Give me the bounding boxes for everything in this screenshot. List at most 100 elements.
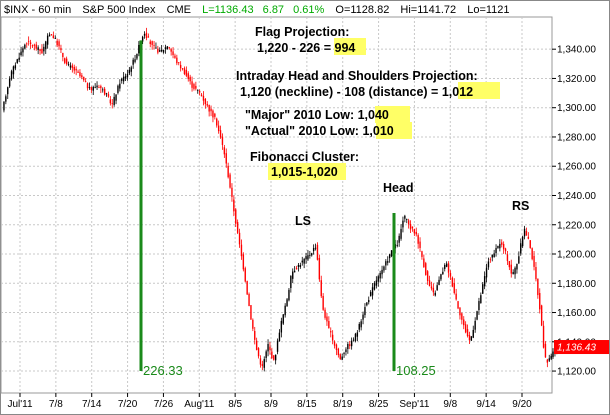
candle-body xyxy=(178,62,180,64)
candle-body xyxy=(339,354,341,359)
candle-body xyxy=(273,355,275,360)
flag-title: Flag Projection: xyxy=(255,25,349,39)
candle-body xyxy=(244,268,246,282)
candle-body xyxy=(320,280,322,297)
candle-body xyxy=(223,147,226,155)
candle-body xyxy=(84,81,87,83)
candle-body xyxy=(331,334,334,341)
candle-body xyxy=(501,242,503,245)
candle-body xyxy=(293,270,296,273)
candle-body xyxy=(43,46,45,52)
x-tick-label: Aug'11 xyxy=(184,399,215,410)
candle-body xyxy=(531,248,533,260)
candle-body xyxy=(375,280,378,286)
candle-body xyxy=(271,351,273,358)
actual-label: "Actual" 2010 Low: xyxy=(245,124,362,138)
header-change: 6.87 xyxy=(263,4,284,16)
candle-body xyxy=(521,236,524,247)
candle-body xyxy=(425,263,427,275)
candle-body xyxy=(52,35,55,39)
candle-body xyxy=(109,99,112,104)
candle-body xyxy=(516,263,518,270)
header-name: S&P 500 Index xyxy=(82,4,156,16)
candle-body xyxy=(235,209,237,224)
candle-body xyxy=(75,68,77,71)
candle-body xyxy=(463,319,465,326)
candle-body xyxy=(60,48,62,51)
major-value: 1,040 xyxy=(358,108,389,122)
candle-body xyxy=(457,301,459,309)
candle-body xyxy=(212,110,214,118)
candle-body xyxy=(552,351,554,357)
candle-body xyxy=(208,104,210,112)
candle-body xyxy=(409,224,412,230)
candle-body xyxy=(330,331,332,333)
candle-body xyxy=(7,87,9,95)
header-last: L=1136.43 xyxy=(202,4,254,16)
candle-body xyxy=(379,272,381,279)
candle-body xyxy=(421,251,423,257)
candle-body xyxy=(371,287,374,296)
candle-body xyxy=(286,299,288,307)
candle-body xyxy=(504,248,507,252)
candle-body xyxy=(373,283,376,290)
candle-body xyxy=(489,259,492,261)
x-tick-label: 8/15 xyxy=(297,399,317,410)
candle-body xyxy=(160,49,163,52)
candle-body xyxy=(54,38,56,40)
candle-body xyxy=(506,254,509,262)
measure-lines: 226.33 108.25 xyxy=(139,40,436,378)
candle-body xyxy=(3,101,5,111)
candle-body xyxy=(487,261,490,268)
candle-body xyxy=(86,83,89,89)
flag-calculation: 1,220 - 226 = 994 xyxy=(257,41,355,55)
candle-body xyxy=(62,52,64,58)
candle-body xyxy=(92,86,94,91)
y-tick-label: 1,200.00 xyxy=(557,250,596,261)
x-tick-label: 8/19 xyxy=(333,399,353,410)
candle-body xyxy=(39,49,41,52)
candle-body xyxy=(366,302,368,306)
candle-body xyxy=(388,254,391,259)
candle-body xyxy=(390,250,393,257)
candle-body xyxy=(267,344,269,352)
candle-body xyxy=(497,246,499,248)
candle-body xyxy=(105,93,108,95)
candle-body xyxy=(311,253,313,256)
candle-body xyxy=(328,321,330,329)
candle-body xyxy=(499,243,501,249)
candle-body xyxy=(385,261,387,266)
candle-body xyxy=(350,340,353,347)
candle-body xyxy=(449,272,452,277)
candle-body xyxy=(24,44,26,49)
candle-body xyxy=(155,47,157,49)
candle-body xyxy=(544,343,547,358)
annotation-highlights xyxy=(268,38,500,180)
candle-body xyxy=(508,261,511,268)
candle-body xyxy=(141,36,144,42)
candle-body xyxy=(360,321,362,328)
candle-body xyxy=(191,81,193,88)
candle-body xyxy=(64,58,66,63)
candle-body xyxy=(77,71,79,73)
candle-body xyxy=(434,292,436,296)
candle-body xyxy=(387,261,389,263)
candle-body xyxy=(280,320,283,333)
candle-body xyxy=(200,94,203,97)
candle-body xyxy=(229,174,231,188)
candle-body xyxy=(206,104,208,106)
candle-body xyxy=(502,243,505,250)
x-tick-label: 9/14 xyxy=(476,399,496,410)
candle-body xyxy=(546,359,549,363)
candle-body xyxy=(455,293,457,300)
y-axis: 1,120.001,140.001,160.001,180.001,200.00… xyxy=(552,45,596,378)
candle-body xyxy=(221,136,224,145)
actual-low: "Actual" 2010 Low: 1,010 xyxy=(245,124,394,138)
candle-body xyxy=(107,94,110,97)
candle-body xyxy=(539,293,541,310)
current-price-label: 1,136.43 xyxy=(557,343,596,354)
header-high: Hi=1141.72 xyxy=(400,4,456,16)
candle-body xyxy=(525,231,528,236)
candle-body xyxy=(476,311,478,320)
candle-body xyxy=(189,76,191,82)
